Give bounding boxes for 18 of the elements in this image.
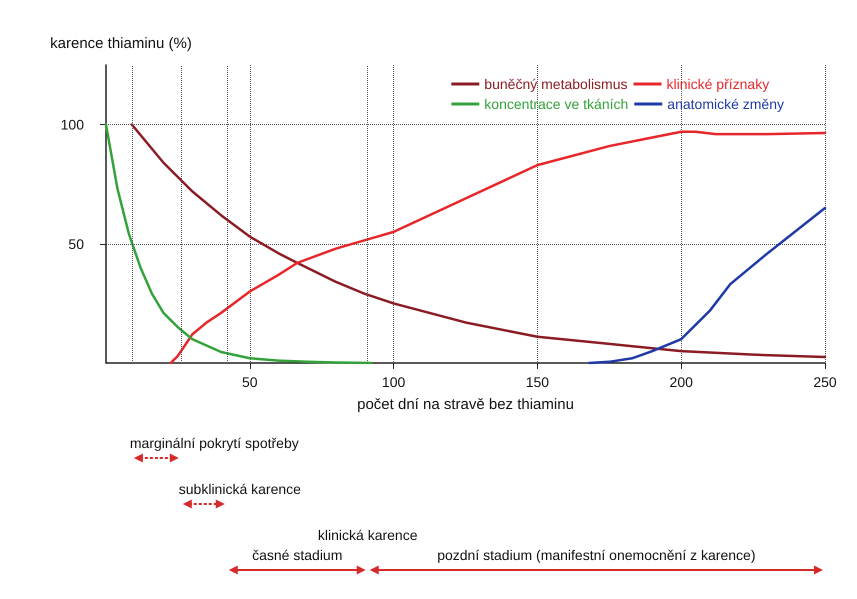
x-tick-label: 200 [670, 374, 694, 390]
line-series [588, 206, 826, 364]
text: časné stadium [252, 547, 342, 563]
text: marginální pokrytí spotřeby [130, 435, 299, 451]
legend-label: klinické příznaky [666, 76, 770, 92]
x-tick-label: 50 [242, 374, 258, 390]
x-tick-label: 150 [526, 374, 550, 390]
x-tick-label: 100 [382, 374, 406, 390]
legend-label: anatomické změny [667, 96, 784, 112]
legend-label: buněčný metabolismus [484, 76, 628, 92]
line-series [104, 123, 372, 364]
text: pozdní stadium (manifestní onemocnění z karence) [437, 547, 756, 563]
text: subklinická karence [178, 481, 302, 497]
text: klinická karence [318, 527, 418, 543]
y-axis-title: karence thiaminu (%) [50, 35, 192, 52]
legend-label: koncentrace ve tkáních [484, 96, 628, 112]
x-tick-label: 250 [813, 374, 837, 390]
x-axis-title: počet dní na stravě bez thiaminu [357, 396, 574, 413]
